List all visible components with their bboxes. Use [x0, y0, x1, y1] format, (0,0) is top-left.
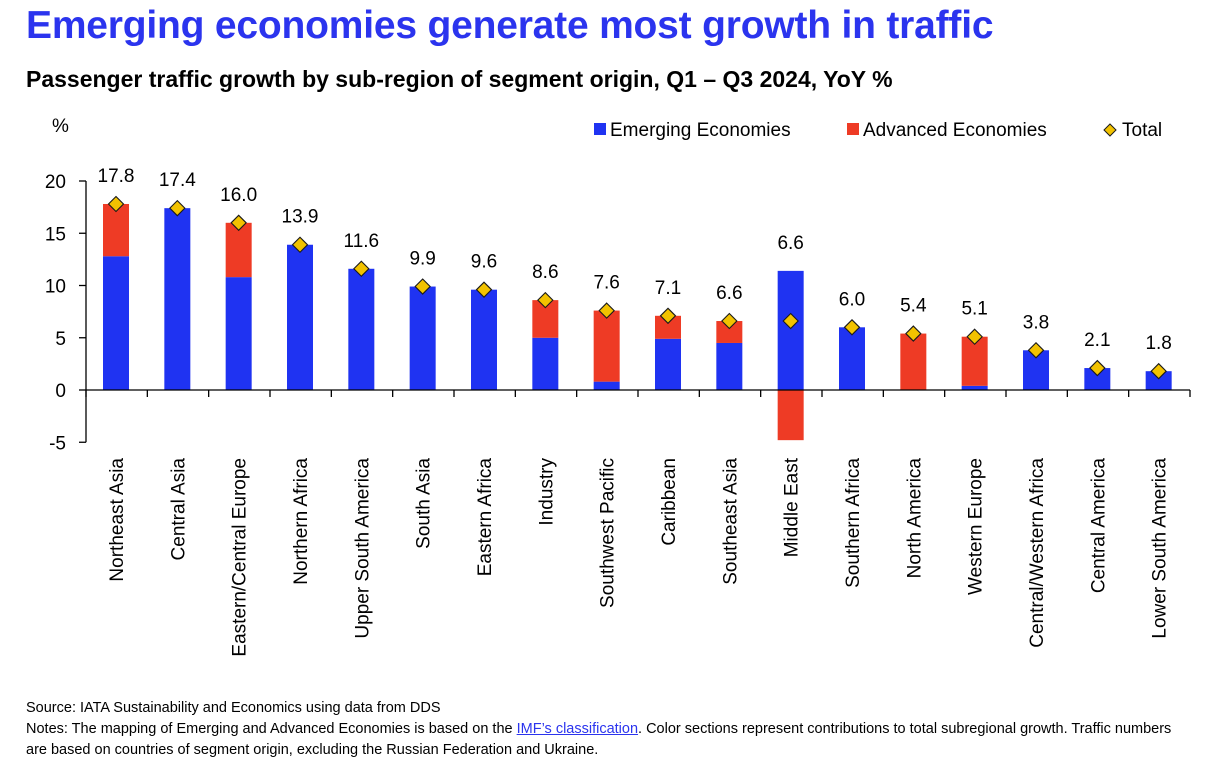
data-label: 8.6	[532, 262, 558, 283]
data-label: 5.4	[900, 296, 927, 317]
y-tick-label: -5	[49, 433, 66, 454]
bar-emerging	[1084, 368, 1111, 390]
data-label: 11.6	[344, 231, 380, 252]
total-marker	[843, 319, 861, 336]
legend-marker-total	[1103, 123, 1117, 137]
y-tick-label: 0	[55, 381, 66, 402]
total-marker	[353, 260, 370, 278]
chart-footer: Source: IATA Sustainability and Economic…	[26, 698, 1186, 761]
bar-advanced	[716, 321, 743, 343]
data-label: 9.9	[409, 249, 435, 270]
y-tick-label: 5	[55, 329, 66, 350]
bar-emerging	[225, 277, 252, 390]
total-marker	[169, 199, 186, 217]
category-label: Southern Africa	[843, 458, 864, 588]
y-tick-label: 15	[45, 224, 66, 245]
category-label: Eastern Africa	[475, 458, 496, 577]
bar-advanced	[777, 390, 804, 441]
notes: Notes: The mapping of Emerging and Advan…	[26, 719, 1186, 761]
data-label: 5.1	[961, 299, 987, 320]
bar-emerging	[655, 338, 681, 390]
category-label: Caribbean	[659, 458, 680, 546]
data-label: 7.6	[593, 273, 619, 294]
legend-label-emerging: Emerging Economies	[610, 120, 791, 141]
y-tick-label: 20	[45, 172, 66, 193]
total-marker	[291, 236, 309, 254]
data-label: 17.4	[159, 170, 196, 191]
bar-emerging	[409, 286, 436, 390]
data-label: 9.6	[471, 252, 497, 273]
total-marker	[107, 195, 125, 213]
total-marker	[230, 214, 247, 232]
category-label: Middle East	[782, 457, 803, 557]
bar-emerging	[164, 208, 191, 390]
bar-advanced	[593, 310, 620, 382]
category-label: Central/Western Africa	[1027, 458, 1048, 648]
legend-swatch-advanced	[847, 123, 859, 135]
category-label: Northern Africa	[291, 458, 312, 585]
total-marker	[659, 307, 677, 325]
category-label: Eastern/Central Europe	[230, 458, 251, 657]
bar-advanced	[225, 222, 252, 278]
total-marker	[721, 312, 738, 330]
total-marker	[966, 328, 983, 345]
data-label: 7.1	[655, 278, 681, 299]
total-marker	[475, 281, 493, 298]
bar-emerging	[1145, 371, 1172, 390]
data-label: 6.6	[777, 233, 803, 254]
notes-prefix: Notes: The mapping of Emerging and Advan…	[26, 721, 517, 737]
bar-emerging	[839, 327, 865, 390]
bar-emerging	[961, 385, 988, 390]
category-label: Southwest Pacific	[598, 458, 619, 608]
category-label: Industry	[536, 458, 557, 526]
traffic-growth-chart: % 20 15 10 5 0 -5 17.8 17.4 16.0 13.9 11.6 9.9 9.6 8.6…	[45, 116, 1191, 657]
category-label: North America	[904, 458, 925, 579]
total-marker	[782, 312, 799, 330]
category-label: Upper South America	[352, 458, 373, 639]
bar-emerging	[593, 381, 620, 390]
total-marker	[1150, 362, 1167, 380]
data-label: 13.9	[282, 207, 319, 228]
category-label: South Asia	[414, 458, 435, 549]
category-label: Lower South America	[1150, 458, 1171, 639]
chart-title: Emerging economies generate most growth …	[26, 4, 994, 47]
bar-advanced	[103, 203, 129, 257]
bar-emerging	[471, 289, 497, 390]
bar-emerging	[532, 337, 559, 390]
data-label: 2.1	[1084, 330, 1110, 351]
total-marker	[537, 291, 554, 309]
bar-emerging	[777, 270, 804, 390]
data-label: 16.0	[220, 185, 257, 206]
bar-emerging	[287, 244, 313, 390]
bar-advanced	[900, 333, 927, 390]
total-marker	[1027, 342, 1045, 359]
bar-advanced	[655, 315, 681, 339]
data-label: 6.6	[716, 283, 742, 304]
notes-suffix: . Color sections represent contributions…	[26, 721, 1172, 758]
category-label: Southeast Asia	[720, 458, 741, 585]
category-label: Western Europe	[966, 458, 987, 595]
chart-subtitle: Passenger traffic growth by sub-region o…	[26, 66, 893, 92]
bar-emerging	[348, 268, 375, 390]
total-marker	[598, 302, 615, 319]
total-marker	[414, 278, 431, 295]
bar-emerging	[716, 342, 743, 390]
total-marker	[1089, 359, 1106, 377]
total-marker	[905, 325, 922, 342]
legend-label-advanced: Advanced Economies	[863, 120, 1047, 141]
y-axis-unit-label: %	[52, 116, 69, 137]
y-tick-label: 10	[45, 277, 66, 298]
source-note: Source: IATA Sustainability and Economic…	[26, 700, 441, 716]
category-label: Northeast Asia	[107, 458, 128, 582]
imf-classification-link[interactable]: IMF’s classification	[516, 721, 639, 737]
category-label: Central Asia	[168, 458, 189, 561]
legend-swatch-emerging	[594, 123, 606, 135]
bar-emerging	[103, 256, 129, 390]
legend-label-total: Total	[1122, 120, 1162, 141]
data-label: 1.8	[1145, 333, 1171, 354]
data-label: 3.8	[1023, 312, 1049, 333]
category-label: Central America	[1088, 458, 1109, 594]
data-label: 17.8	[98, 166, 135, 187]
data-label: 6.0	[839, 289, 865, 310]
